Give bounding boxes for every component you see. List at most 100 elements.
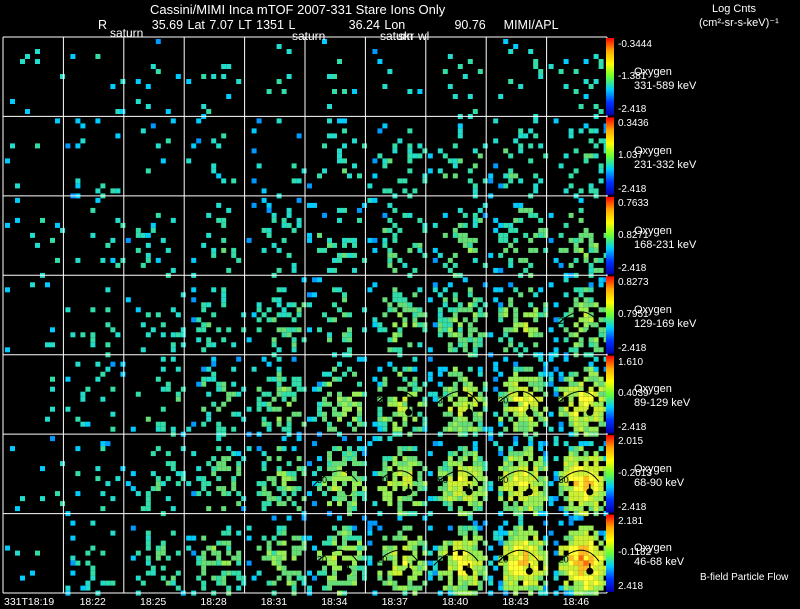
heat-pixel: [452, 371, 458, 377]
heat-pixel: [417, 486, 423, 492]
heat-pixel: [513, 501, 519, 507]
heat-pixel: [578, 104, 584, 109]
heat-pixel: [533, 575, 539, 581]
heat-pixel: [276, 486, 282, 492]
heat-pixel: [286, 391, 292, 397]
heat-pixel: [447, 506, 453, 512]
heat-pixel: [578, 207, 584, 213]
heat-pixel: [332, 560, 337, 566]
heat-pixel: [291, 486, 297, 492]
heat-pixel: [206, 491, 212, 497]
heat-pixel: [291, 446, 297, 452]
heat-pixel: [477, 307, 483, 313]
heat-pixel: [452, 332, 458, 338]
heat-pixel: [477, 570, 483, 576]
heat-pixel: [130, 471, 136, 477]
heat-pixel: [125, 237, 131, 243]
heat-pixel: [528, 158, 534, 164]
heat-pixel: [201, 481, 207, 487]
heat-pixel: [467, 247, 473, 253]
heat-pixel: [472, 466, 478, 472]
heat-pixel: [392, 347, 398, 353]
heat-pixel: [513, 560, 519, 566]
heat-pixel: [322, 476, 327, 482]
heat-pixel: [387, 396, 393, 402]
heat-pixel: [231, 391, 237, 397]
heat-pixel: [221, 466, 227, 472]
heat-pixel: [382, 376, 388, 382]
heat-pixel: [472, 575, 478, 581]
heat-pixel: [513, 391, 519, 397]
heat-pixel: [427, 550, 433, 556]
heat-pixel: [342, 456, 347, 462]
heat-pixel: [472, 212, 478, 218]
heat-pixel: [352, 525, 357, 531]
heat-pixel: [467, 178, 473, 184]
heat-pixel: [513, 555, 519, 561]
heat-pixel: [558, 486, 564, 492]
heat-pixel: [573, 426, 579, 432]
heat-pixel: [513, 217, 519, 223]
heat-pixel: [100, 441, 106, 447]
heat-pixel: [548, 64, 554, 69]
heat-pixel: [447, 501, 453, 507]
heat-pixel: [538, 332, 544, 338]
heat-pixel: [578, 486, 584, 492]
heat-pixel: [568, 411, 574, 417]
heat-pixel: [563, 565, 569, 571]
heat-pixel: [593, 128, 599, 134]
heat-pixel: [467, 466, 473, 472]
heat-pixel: [462, 347, 468, 353]
heat-pixel: [528, 262, 534, 268]
heat-pixel: [462, 401, 468, 407]
heat-pixel: [95, 376, 101, 382]
heat-pixel: [593, 461, 599, 467]
heat-pixel: [90, 570, 96, 576]
heat-pixel: [578, 188, 584, 194]
heat-pixel: [533, 550, 539, 556]
heat-pixel: [165, 109, 171, 114]
contour-line: [373, 549, 419, 566]
heat-pixel: [382, 327, 388, 333]
heat-pixel: [452, 317, 458, 323]
heat-pixel: [357, 401, 362, 407]
heat-pixel: [281, 436, 287, 442]
heat-pixel: [115, 262, 121, 268]
heat-pixel: [467, 59, 473, 64]
heat-pixel: [503, 401, 509, 407]
heat-pixel: [407, 496, 413, 502]
heat-pixel: [482, 575, 488, 581]
heat-pixel: [593, 575, 599, 581]
heat-pixel: [281, 565, 287, 571]
heat-pixel: [518, 515, 524, 521]
heat-pixel: [170, 426, 176, 432]
heat-pixel: [462, 451, 468, 457]
heat-pixel: [140, 322, 146, 328]
heat-pixel: [588, 396, 594, 402]
heat-pixel: [467, 332, 473, 338]
heat-pixel: [528, 247, 534, 253]
heat-pixel: [472, 481, 478, 487]
heat-pixel: [477, 396, 483, 402]
heat-pixel: [342, 158, 347, 164]
heat-pixel: [332, 257, 337, 263]
heat-pixel: [493, 118, 499, 124]
heat-pixel: [563, 406, 569, 412]
heat-pixel: [503, 570, 509, 576]
row-label: Oxygen 231-332 keV: [634, 144, 696, 172]
heat-pixel: [201, 347, 207, 353]
heat-pixel: [276, 525, 282, 531]
heat-pixel: [518, 322, 524, 328]
heat-pixel: [251, 312, 257, 318]
heat-pixel: [337, 153, 342, 159]
heat-pixel: [322, 312, 327, 318]
heat-pixel: [417, 247, 423, 253]
heat-pixel: [327, 381, 332, 387]
heat-pixel: [538, 550, 544, 556]
heat-pixel: [347, 337, 352, 343]
heat-pixel: [397, 371, 403, 377]
heat-pixel: [160, 550, 166, 556]
heat-pixel: [513, 441, 519, 447]
heat-pixel: [598, 267, 604, 273]
heat-pixel: [508, 481, 514, 487]
